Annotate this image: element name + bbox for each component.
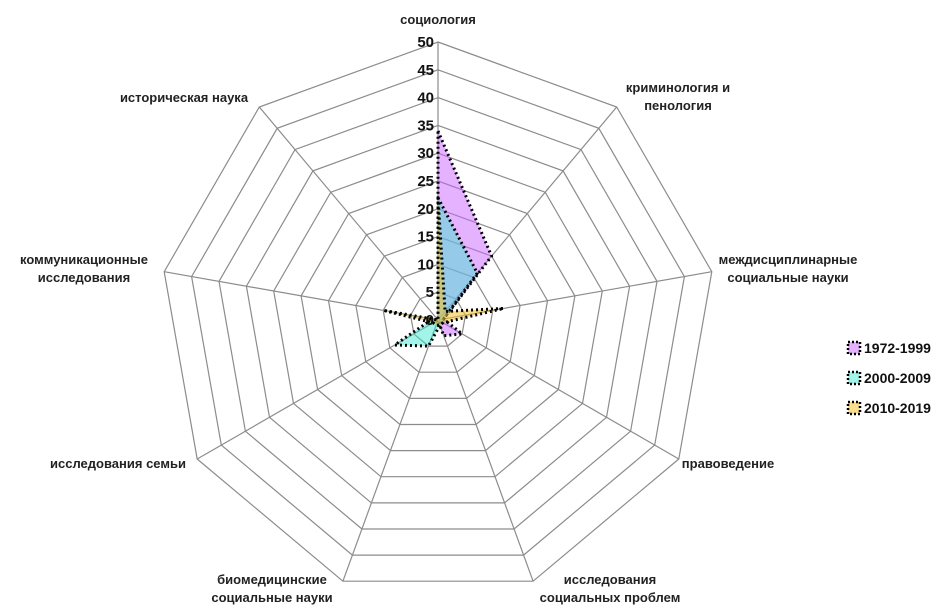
tick-label: 30 bbox=[417, 145, 434, 162]
legend-label: 2010-2019 bbox=[864, 400, 931, 416]
grid-ring bbox=[355, 235, 521, 399]
legend-swatch bbox=[846, 400, 862, 416]
category-label: историческая наука bbox=[120, 90, 249, 105]
grid-ring bbox=[163, 41, 713, 582]
legend-label: 2000-2009 bbox=[864, 370, 931, 386]
category-label-line: криминология и bbox=[626, 80, 730, 95]
category-label-line: историческая наука bbox=[120, 90, 249, 105]
grid-spoke bbox=[342, 319, 439, 582]
category-label: правоведение bbox=[682, 456, 774, 471]
grid-spoke bbox=[437, 319, 680, 460]
category-label-line: междисциплинарные bbox=[719, 252, 858, 267]
grid-ring bbox=[190, 69, 686, 556]
category-label-line: пенология bbox=[644, 98, 712, 113]
grid-ring bbox=[218, 96, 658, 530]
category-labels: социология криминология и пенология междисц… bbox=[20, 12, 857, 605]
legend: 1972-1999 2000-2009 2010-2019 bbox=[846, 340, 931, 416]
radial-ticks: 0 5 10 15 20 25 30 35 40 45 50 bbox=[417, 34, 434, 329]
tick-label: 15 bbox=[417, 229, 434, 246]
category-label-line: социальных проблем bbox=[540, 590, 681, 605]
tick-label: 45 bbox=[417, 62, 434, 79]
category-label-line: исследования семьи bbox=[50, 456, 186, 471]
grid-ring bbox=[273, 152, 603, 478]
grid-ring bbox=[300, 180, 576, 452]
legend-label: 1972-1999 bbox=[864, 340, 931, 356]
category-label-line: правоведение bbox=[682, 456, 774, 471]
category-label-line: социология bbox=[400, 12, 476, 27]
grid-ring bbox=[409, 291, 467, 347]
category-label: социология bbox=[400, 12, 476, 27]
tick-label: 40 bbox=[417, 90, 434, 107]
category-label-line: исследования bbox=[564, 572, 656, 587]
grid-ring bbox=[245, 124, 631, 504]
grid-ring bbox=[382, 263, 494, 373]
grid-spoke bbox=[437, 319, 534, 582]
tick-label: 50 bbox=[417, 34, 434, 51]
tick-label: 5 bbox=[426, 284, 434, 301]
category-label: биомедицинские социальные науки bbox=[211, 572, 332, 605]
category-label-line: коммуникационные bbox=[20, 252, 148, 267]
tick-label: 35 bbox=[417, 117, 434, 134]
category-label: коммуникационные исследования bbox=[20, 252, 148, 285]
grid-ring bbox=[327, 208, 549, 426]
category-label-line: биомедицинские bbox=[217, 572, 327, 587]
legend-swatch bbox=[846, 370, 862, 386]
category-label: исследования социальных проблем bbox=[540, 572, 681, 605]
category-label: криминология и пенология bbox=[626, 80, 730, 113]
grid-spoke bbox=[258, 106, 439, 321]
tick-label: 20 bbox=[417, 201, 434, 218]
tick-label: 0 bbox=[426, 312, 434, 329]
category-label-line: исследования bbox=[38, 270, 130, 285]
category-label: междисциплинарные социальные науки bbox=[719, 252, 858, 285]
category-label-line: социальные науки bbox=[211, 590, 332, 605]
category-label-line: социальные науки bbox=[727, 270, 848, 285]
legend-swatch bbox=[846, 340, 862, 356]
series-area-3 bbox=[381, 196, 506, 327]
category-label: исследования семьи bbox=[50, 456, 186, 471]
tick-label: 25 bbox=[417, 173, 434, 190]
tick-label: 10 bbox=[417, 256, 434, 273]
